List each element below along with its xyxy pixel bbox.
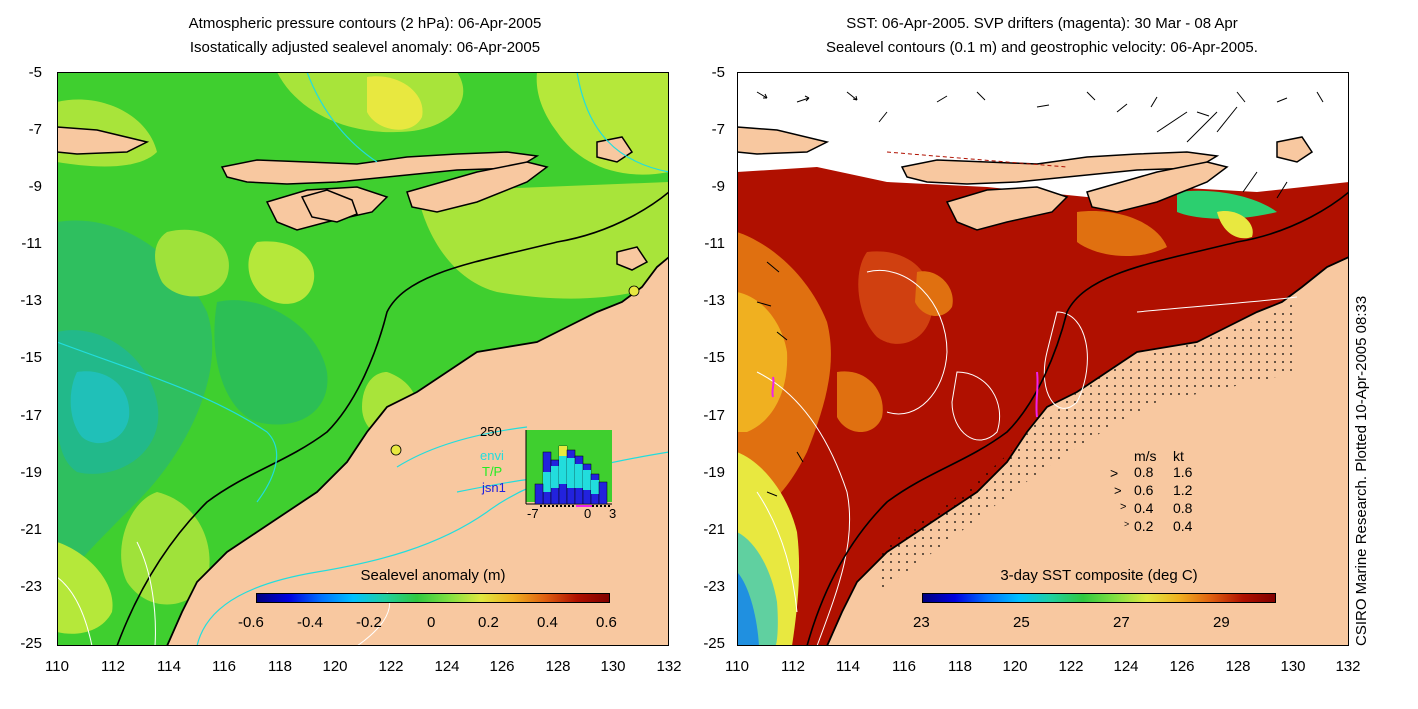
velocity-key-ms: 0.6 [1134, 482, 1154, 498]
x-tick-label: 118 [948, 658, 972, 675]
y-tick-label: -13 [20, 292, 42, 309]
x-tick-label: 116 [212, 658, 236, 675]
velocity-key-ms-header: m/s [1134, 448, 1157, 464]
y-tick-label: -7 [711, 121, 725, 138]
x-tick-label: 126 [489, 658, 515, 675]
plot-credit: CSIRO Marine Research. Plotted 10-Apr-20… [1353, 295, 1370, 646]
y-tick-label: -17 [20, 407, 42, 424]
left-colorbar-ticks: -0.6 -0.4 -0.2 0 0.2 0.4 0.6 [238, 614, 628, 634]
x-tick-label: 114 [157, 658, 181, 675]
y-tick-label: -25 [703, 635, 725, 652]
x-tick-label: 116 [892, 658, 916, 675]
y-tick-label: -21 [20, 521, 42, 538]
x-tick-label: 128 [1225, 658, 1251, 675]
inset-xtick-max: 3 [609, 506, 616, 521]
left-cb-tick: -0.6 [238, 614, 264, 631]
x-tick-label: 122 [378, 658, 404, 675]
sealevel-colorbar [256, 593, 610, 603]
left-cb-tick: -0.2 [356, 614, 382, 631]
x-tick-label: 132 [1335, 658, 1361, 675]
inset-ymax: 250 [480, 424, 502, 439]
y-tick-label: -17 [703, 407, 725, 424]
x-tick-label: 132 [656, 658, 682, 675]
velocity-key-kt: 1.6 [1173, 464, 1193, 480]
velocity-key-ms: 0.2 [1134, 518, 1154, 534]
velocity-arrows [756, 91, 1324, 497]
y-tick-label: -21 [703, 521, 725, 538]
y-tick-label: -5 [711, 64, 725, 81]
sst-colorbar [922, 593, 1276, 603]
x-tick-label: 110 [725, 658, 749, 675]
x-tick-label: 122 [1058, 658, 1084, 675]
y-tick-label: -15 [703, 349, 725, 366]
x-tick-label: 124 [1113, 658, 1139, 675]
velocity-arrow-icon: > [1114, 483, 1122, 498]
right-map [737, 72, 1349, 646]
right-cb-tick: 23 [913, 614, 930, 631]
velocity-arrow-icon: > [1110, 465, 1119, 481]
right-colorbar-ticks: 23 25 27 29 [900, 614, 1300, 634]
histogram-bars [534, 445, 608, 505]
velocity-key: m/s kt > 0.8 1.6 > 0.6 1.2 > 0.4 0.8 > 0… [1108, 448, 1208, 538]
x-tick-label: 112 [781, 658, 805, 675]
y-tick-label: -5 [28, 64, 42, 81]
inset-legend-envi: envi [480, 448, 504, 463]
right-title-line1: SST: 06-Apr-2005. SVP drifters (magenta)… [846, 15, 1238, 32]
velocity-arrow-icon: > [1120, 501, 1127, 513]
y-tick-label: -13 [703, 292, 725, 309]
velocity-arrow-icon: > [1124, 519, 1130, 529]
right-colorbar-label: 3-day SST composite (deg C) [1000, 567, 1198, 584]
y-tick-label: -23 [703, 578, 725, 595]
y-tick-label: -15 [20, 349, 42, 366]
y-tick-label: -25 [20, 635, 42, 652]
x-tick-label: 120 [1002, 658, 1028, 675]
velocity-key-kt: 1.2 [1173, 482, 1193, 498]
left-colorbar-label: Sealevel anomaly (m) [360, 567, 506, 584]
y-tick-label: -9 [711, 178, 725, 195]
velocity-key-ms: 0.4 [1134, 500, 1154, 516]
left-cb-tick: 0.6 [596, 614, 617, 631]
inset-legend-jsn1: jsn1 [481, 480, 506, 495]
inset-xtick-min: -7 [527, 506, 539, 521]
x-tick-label: 118 [268, 658, 292, 675]
right-cb-tick: 27 [1113, 614, 1130, 631]
y-tick-label: -23 [20, 578, 42, 595]
left-cb-tick: 0.4 [537, 614, 558, 631]
y-tick-label: -19 [20, 464, 42, 481]
left-cb-tick: -0.4 [297, 614, 323, 631]
velocity-key-kt: 0.4 [1173, 518, 1193, 534]
inset-legend-tp: T/P [482, 464, 502, 479]
left-cb-tick: 0.2 [478, 614, 499, 631]
y-tick-label: -7 [28, 121, 42, 138]
velocity-key-kt-header: kt [1173, 448, 1184, 464]
y-tick-label: -9 [28, 178, 42, 195]
left-title-line2: Isostatically adjusted sealevel anomaly:… [189, 39, 541, 56]
y-tick-label: -11 [21, 235, 42, 252]
left-map [57, 72, 669, 646]
left-cb-tick: 0 [427, 614, 436, 631]
x-tick-label: 130 [1280, 658, 1306, 675]
x-tick-label: 128 [545, 658, 571, 675]
right-cb-tick: 29 [1213, 614, 1230, 631]
x-tick-label: 120 [322, 658, 348, 675]
right-title-line2: Sealevel contours (0.1 m) and geostrophi… [826, 39, 1258, 56]
x-tick-label: 112 [101, 658, 125, 675]
x-tick-label: 130 [600, 658, 626, 675]
x-tick-label: 110 [45, 658, 69, 675]
x-tick-label: 126 [1169, 658, 1195, 675]
inset-xtick-zero: 0 [584, 506, 591, 521]
x-tick-label: 124 [434, 658, 460, 675]
left-title-line1: Atmospheric pressure contours (2 hPa): 0… [188, 15, 542, 32]
right-cb-tick: 25 [1013, 614, 1030, 631]
velocity-key-kt: 0.8 [1173, 500, 1193, 516]
velocity-key-ms: 0.8 [1134, 464, 1154, 480]
y-tick-label: -19 [703, 464, 725, 481]
y-tick-label: -11 [704, 235, 725, 252]
pass-histogram-inset: 250 envi T/P jsn1 -7 0 3 [480, 424, 616, 521]
x-tick-label: 114 [836, 658, 860, 675]
